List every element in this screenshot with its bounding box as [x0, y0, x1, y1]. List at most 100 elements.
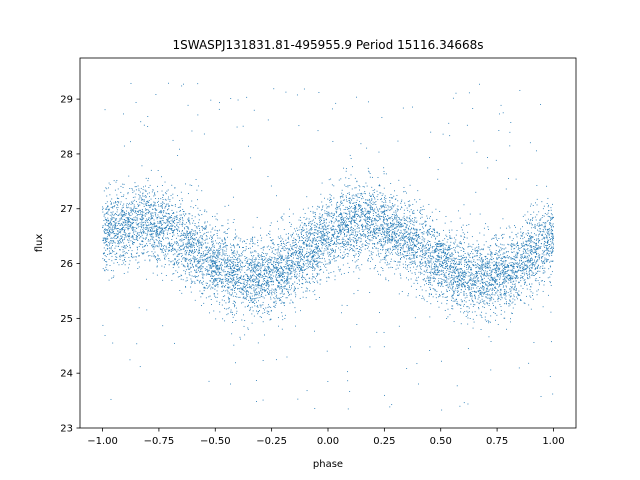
data-point: [357, 250, 359, 252]
data-point: [462, 272, 464, 274]
data-point: [438, 282, 440, 284]
data-point: [481, 264, 483, 265]
data-point: [341, 239, 343, 241]
data-point: [221, 255, 223, 257]
data-point: [132, 213, 133, 215]
data-point: [124, 233, 126, 235]
data-point: [321, 222, 323, 224]
data-point: [466, 262, 468, 264]
data-point: [462, 278, 463, 279]
data-point: [218, 250, 220, 252]
data-point: [288, 233, 289, 235]
data-point: [185, 269, 187, 271]
data-point: [396, 226, 398, 228]
data-point: [128, 219, 129, 221]
data-point: [454, 258, 456, 260]
data-point: [206, 266, 208, 268]
data-point: [155, 245, 157, 247]
data-point: [187, 242, 189, 244]
data-point: [501, 248, 503, 249]
data-point: [188, 252, 190, 254]
data-point: [130, 236, 132, 238]
data-point: [482, 288, 484, 290]
data-point: [361, 226, 363, 228]
data-point: [286, 263, 288, 265]
data-point: [400, 219, 402, 221]
data-point: [481, 281, 483, 283]
data-point: [222, 264, 223, 266]
data-point: [295, 294, 297, 296]
data-point: [383, 257, 385, 259]
data-point: [289, 273, 291, 275]
data-point: [354, 261, 356, 263]
data-point: [449, 265, 451, 267]
data-point: [234, 238, 236, 240]
data-point: [132, 229, 134, 231]
data-point: [260, 255, 262, 257]
data-point: [430, 303, 432, 305]
data-point: [186, 232, 188, 234]
data-point: [146, 200, 148, 202]
data-point: [173, 244, 174, 246]
data-point: [479, 232, 481, 234]
data-point: [182, 200, 184, 202]
data-point: [170, 245, 172, 247]
data-point: [140, 199, 142, 201]
data-point: [140, 224, 142, 226]
data-point: [193, 244, 195, 246]
data-point: [288, 253, 289, 254]
data-point: [272, 281, 274, 283]
data-point: [212, 252, 214, 254]
data-point: [392, 204, 394, 206]
data-point: [298, 275, 300, 277]
data-point: [363, 186, 365, 188]
data-point: [283, 269, 285, 271]
data-point: [109, 252, 111, 254]
data-point: [549, 281, 551, 283]
data-point: [320, 242, 322, 244]
data-point: [502, 257, 503, 259]
data-point: [201, 226, 203, 228]
data-point: [512, 288, 514, 290]
data-point: [201, 292, 203, 294]
data-point: [288, 249, 290, 251]
data-point: [281, 248, 283, 250]
data-point: [535, 243, 536, 245]
data-point: [186, 251, 187, 253]
data-point: [415, 235, 416, 237]
data-point: [284, 266, 285, 268]
data-point: [198, 214, 200, 216]
data-point: [381, 212, 383, 213]
data-point: [230, 272, 232, 274]
data-point: [552, 239, 554, 240]
data-point: [382, 228, 383, 230]
data-point: [258, 290, 260, 292]
data-point: [293, 261, 294, 263]
data-point: [210, 259, 212, 261]
data-point: [207, 248, 209, 250]
data-point: [414, 257, 416, 259]
data-point: [171, 184, 173, 186]
data-point: [488, 305, 490, 306]
data-point: [347, 243, 349, 245]
data-point: [322, 230, 323, 232]
data-point: [211, 236, 213, 238]
data-point: [375, 218, 376, 220]
data-point: [424, 252, 426, 254]
data-point: [406, 230, 408, 232]
data-point: [550, 213, 552, 215]
data-point: [312, 232, 314, 234]
data-point: [106, 239, 108, 241]
data-point: [120, 229, 122, 231]
data-point: [152, 208, 154, 210]
data-point: [499, 291, 501, 293]
data-point: [110, 218, 112, 220]
data-point: [322, 243, 324, 245]
data-point: [481, 291, 483, 293]
data-point: [475, 275, 477, 277]
data-point: [135, 259, 137, 261]
data-point: [390, 209, 391, 211]
data-point: [254, 262, 256, 264]
data-point: [429, 157, 431, 159]
data-point: [529, 238, 531, 240]
